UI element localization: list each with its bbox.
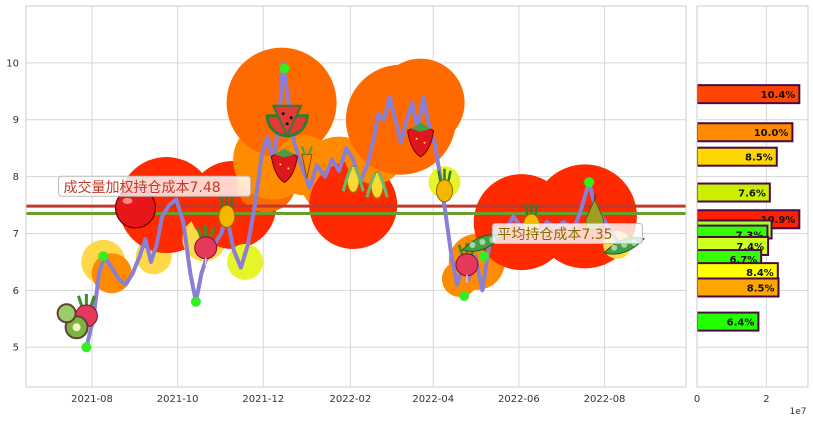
low-high-marker — [584, 177, 595, 188]
side-frame — [696, 5, 809, 388]
watermelon-icon — [265, 104, 309, 139]
main-tick-labels: 2021-08 2021-10 2021-12 2022-02 2022-04 2022-… — [6, 58, 625, 405]
side-x-tick-label: 2 — [763, 394, 769, 405]
distribution-bar — [697, 122, 794, 143]
x-tick-label: 2021-10 — [157, 394, 199, 405]
distribution-bars: 10.4%10.0%8.5%7.6%10.9%7.8%7.3%7.4%6.7%8… — [697, 84, 801, 332]
distribution-bar-label: 10.4% — [761, 90, 796, 101]
distribution-bar-label: 8.5% — [747, 283, 775, 294]
x-tick-label: 2022-06 — [498, 394, 540, 405]
corn-icon — [341, 165, 365, 193]
main-frame — [25, 5, 687, 388]
distribution-bar-label: 8.5% — [745, 153, 773, 164]
distribution-bar — [697, 182, 771, 203]
strawberry-icon — [270, 148, 298, 183]
x-tick-label: 2021-08 — [71, 394, 113, 405]
low-high-marker — [459, 291, 470, 302]
distribution-bar-label: 6.4% — [727, 318, 755, 329]
annotation-label: 平均持仓成本7.35 — [497, 227, 612, 243]
distribution-bar-label: 7.6% — [738, 189, 766, 200]
annotation-box — [491, 222, 643, 244]
strawberry-icon — [407, 122, 435, 158]
side-axis-exponent: 1e7 — [790, 407, 807, 417]
distribution-bar-label: 7.4% — [736, 242, 764, 253]
distribution-bar-label: 6.7% — [729, 255, 757, 266]
distribution-bar-label: 8.4% — [746, 268, 774, 279]
side-x-tick-label: 0 — [694, 394, 700, 405]
distribution-bar — [697, 146, 778, 167]
radish-icon — [194, 225, 218, 266]
y-tick-label: 5 — [13, 343, 19, 354]
x-tick-label: 2022-04 — [412, 394, 454, 405]
distribution-bar — [697, 84, 801, 105]
pineapple-icon — [218, 194, 236, 228]
price-line — [84, 60, 622, 350]
annotation-layer: 成交量加权持仓成本7.48 平均持仓成本7.35 — [58, 175, 643, 244]
low-high-marker — [81, 342, 92, 353]
side-tick-labels: 0 2 1e7 — [694, 394, 807, 417]
distribution-bar-label: 10.0% — [754, 128, 789, 139]
pineapple-icon — [436, 168, 453, 203]
x-tick-label: 2022-08 — [584, 394, 626, 405]
low-high-marker — [478, 251, 489, 262]
distribution-bar — [697, 277, 780, 298]
annotation-label: 成交量加权持仓成本7.48 — [64, 179, 221, 196]
y-tick-label: 10 — [6, 58, 19, 69]
low-high-marker — [190, 296, 201, 307]
distribution-bar-label: 10.9% — [761, 215, 796, 226]
low-high-marker — [98, 251, 109, 262]
x-tick-label: 2021-12 — [242, 394, 284, 405]
distribution-bar — [697, 311, 760, 332]
y-tick-label: 8 — [13, 172, 19, 183]
price-line-layer — [84, 60, 622, 350]
y-tick-label: 7 — [13, 229, 19, 240]
y-tick-label: 9 — [13, 115, 19, 126]
y-tick-label: 6 — [13, 286, 19, 297]
corn-icon — [365, 171, 389, 199]
low-high-marker — [279, 63, 290, 74]
marker-layer — [81, 63, 595, 353]
kiwi-icon — [56, 303, 89, 340]
annotation-box — [58, 175, 252, 197]
x-tick-label: 2022-02 — [329, 394, 371, 405]
carrot-icon — [300, 146, 313, 179]
